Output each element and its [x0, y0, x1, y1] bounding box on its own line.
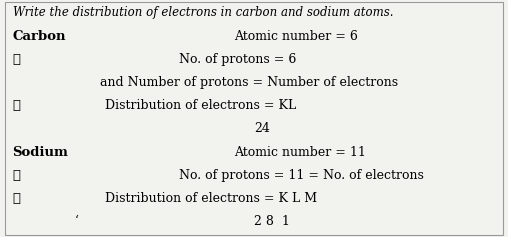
Text: Sodium: Sodium: [13, 146, 69, 159]
Text: No. of protons = 11 = No. of electrons: No. of protons = 11 = No. of electrons: [179, 169, 424, 182]
Text: ‘: ‘: [75, 215, 79, 228]
Text: Distribution of electrons = KL: Distribution of electrons = KL: [105, 99, 296, 112]
Text: Distribution of electrons = K L M: Distribution of electrons = K L M: [105, 192, 317, 205]
Text: Atomic number = 11: Atomic number = 11: [234, 146, 366, 159]
Text: 24: 24: [254, 123, 270, 136]
Text: ∴: ∴: [13, 99, 20, 112]
Text: Atomic number = 6: Atomic number = 6: [234, 30, 358, 43]
Text: Carbon: Carbon: [13, 30, 66, 43]
Text: ∴: ∴: [13, 192, 20, 205]
Text: No. of protons = 6: No. of protons = 6: [179, 53, 297, 66]
Text: ∴: ∴: [13, 53, 20, 66]
Text: and Number of protons = Number of electrons: and Number of protons = Number of electr…: [100, 76, 398, 89]
Text: 2 8  1: 2 8 1: [254, 215, 290, 228]
Text: ∴: ∴: [13, 169, 20, 182]
Text: Write the distribution of electrons in carbon and sodium atoms.: Write the distribution of electrons in c…: [13, 6, 393, 19]
